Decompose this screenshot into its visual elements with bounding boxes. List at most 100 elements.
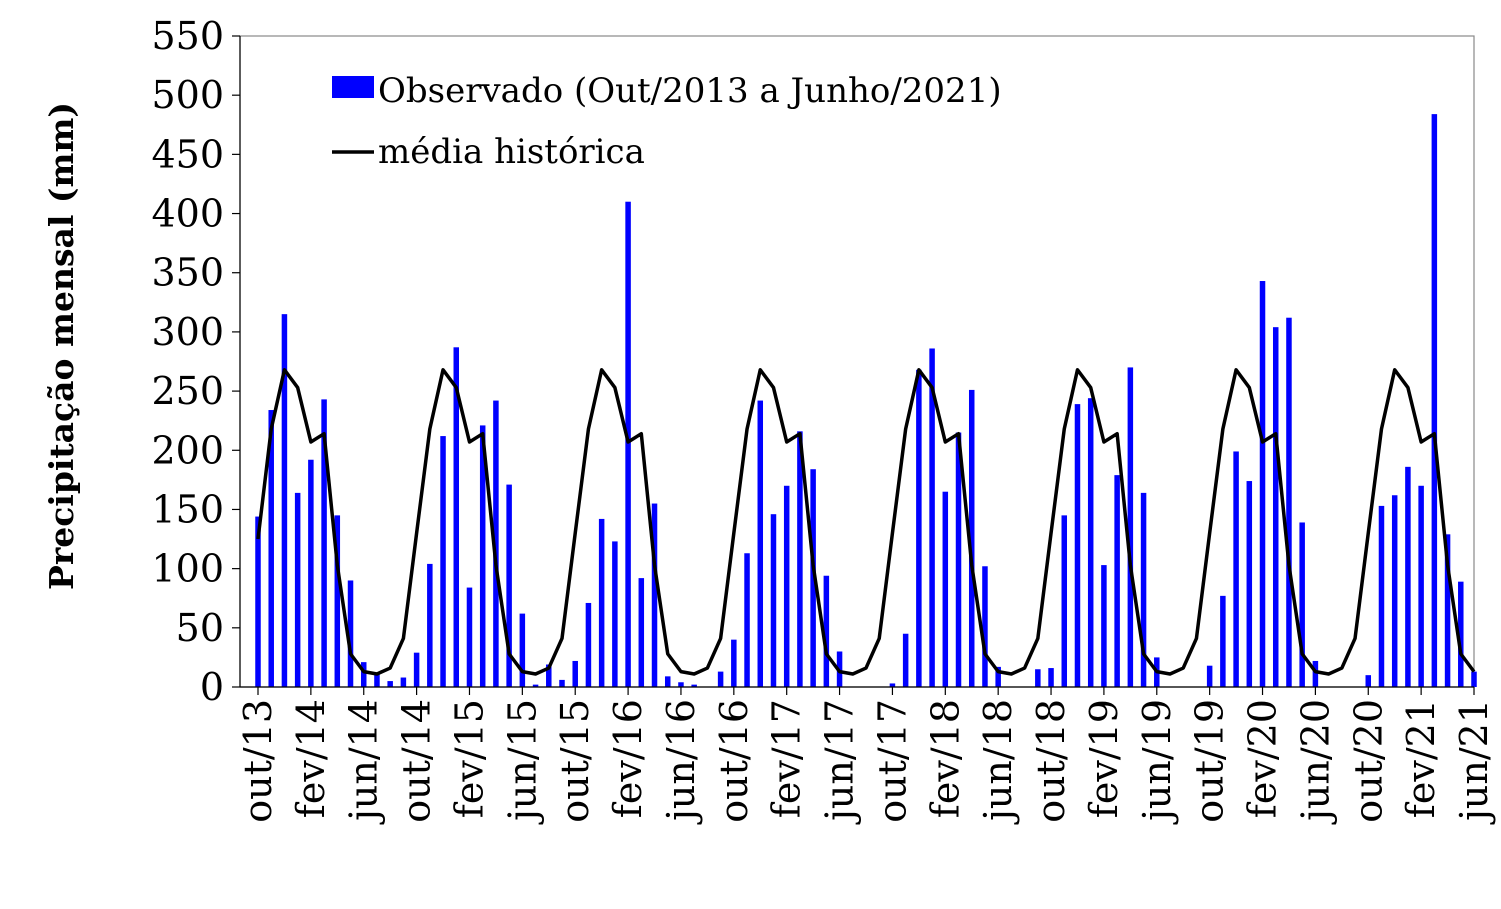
bar-fev-18 <box>942 491 949 687</box>
bar-mai-21 <box>1458 581 1464 687</box>
bar-dez-20 <box>1391 495 1398 687</box>
y-tick-label-200: 200 <box>151 428 224 472</box>
bar-fev-21 <box>1418 485 1424 687</box>
bar-nov-16 <box>744 553 750 687</box>
bar-fev-20 <box>1259 281 1266 687</box>
x-tick-label-out-20: out/20 <box>1346 699 1390 823</box>
x-tick-label-out-13: out/13 <box>236 699 280 823</box>
bar-jan-17 <box>770 514 777 687</box>
bar-jul-15 <box>532 684 539 687</box>
bar-dez-18 <box>1074 404 1081 687</box>
y-tick-label-400: 400 <box>151 192 224 236</box>
x-tick-label-fev-14: fev/14 <box>289 699 333 818</box>
bar-jan-15 <box>453 347 460 687</box>
bar-jan-20 <box>1246 481 1253 687</box>
bar-out-15 <box>572 660 578 687</box>
x-tick-label-jun-15: jun/15 <box>500 699 544 825</box>
bar-ago-15 <box>546 664 552 687</box>
x-tick-label-fev-15: fev/15 <box>447 699 491 818</box>
bar-dez-13 <box>281 314 288 687</box>
bar-set-16 <box>717 671 724 687</box>
bar-mai-15 <box>506 484 512 687</box>
bar-out-20 <box>1365 675 1372 687</box>
x-tick-label-fev-18: fev/18 <box>923 699 967 818</box>
bar-fev-17 <box>783 485 790 687</box>
y-tick-label-150: 150 <box>151 487 224 531</box>
bar-out-14 <box>413 652 420 687</box>
bar-nov-14 <box>427 563 433 687</box>
x-tick-label-out-16: out/16 <box>712 699 756 823</box>
x-tick-label-fev-19: fev/19 <box>1082 699 1126 818</box>
y-tick-label-0: 0 <box>200 665 224 709</box>
bar-out-18 <box>1048 668 1054 687</box>
bar-mar-19 <box>1114 475 1120 687</box>
x-tick-label-fev-20: fev/20 <box>1241 699 1285 818</box>
bar-jun-16 <box>678 682 684 687</box>
bar-jun-21 <box>1471 671 1477 687</box>
y-tick-label-450: 450 <box>151 132 224 176</box>
bar-jul-14 <box>374 672 380 687</box>
bar-mar-15 <box>479 425 486 687</box>
bar-mai-16 <box>664 676 671 687</box>
x-tick-label-jun-14: jun/14 <box>342 699 386 825</box>
y-tick-label-350: 350 <box>151 251 224 295</box>
bar-set-15 <box>559 679 565 687</box>
bar-jun-14 <box>360 662 367 687</box>
bar-fev-15 <box>466 587 473 687</box>
bar-fev-19 <box>1101 565 1107 687</box>
x-tick-label-fev-21: fev/21 <box>1399 699 1443 818</box>
x-tick-label-jun-19: jun/19 <box>1135 699 1179 825</box>
y-tick-label-100: 100 <box>151 547 224 591</box>
bar-nov-20 <box>1378 505 1385 687</box>
x-tick-label-jun-20: jun/20 <box>1293 699 1337 825</box>
bar-set-18 <box>1035 669 1041 687</box>
bar-jun-20 <box>1312 660 1319 687</box>
legend: Observado (Out/2013 a Junho/2021) média h… <box>332 71 1002 172</box>
bar-out-17 <box>889 683 896 687</box>
bar-jul-16 <box>691 684 697 687</box>
x-tick-label-out-15: out/15 <box>553 699 597 823</box>
bar-mar-14 <box>321 399 327 687</box>
bar-nov-19 <box>1220 595 1226 687</box>
bar-abr-18 <box>968 389 975 687</box>
line-layer <box>256 368 1476 676</box>
historical-mean-line <box>256 368 1476 676</box>
bar-mar-18 <box>955 432 962 687</box>
bar-dez-15 <box>598 518 605 687</box>
bar-nov-18 <box>1061 515 1068 687</box>
bar-fev-14 <box>308 459 314 687</box>
y-tick-label-50: 50 <box>176 606 224 650</box>
legend-line-label: média histórica <box>378 132 645 172</box>
x-tick-label-jun-18: jun/18 <box>976 699 1020 825</box>
bar-nov-17 <box>902 633 909 687</box>
bar-jan-21 <box>1405 466 1411 687</box>
x-tick-label-out-18: out/18 <box>1029 699 1073 823</box>
y-tick-label-500: 500 <box>151 73 224 117</box>
bar-out-13 <box>255 516 261 687</box>
bar-nov-13 <box>268 410 274 687</box>
bar-mar-16 <box>638 578 645 687</box>
x-tick-label-jun-17: jun/17 <box>818 699 862 825</box>
bar-jan-18 <box>929 348 935 687</box>
bar-abr-16 <box>651 503 658 687</box>
bar-mar-17 <box>797 431 803 687</box>
bar-out-16 <box>731 639 737 687</box>
bar-abr-14 <box>334 515 341 687</box>
bar-dez-14 <box>440 436 446 687</box>
bar-mai-19 <box>1140 492 1147 687</box>
legend-bar-label: Observado (Out/2013 a Junho/2021) <box>378 71 1002 111</box>
y-tick-label-250: 250 <box>151 369 224 413</box>
bar-abr-17 <box>810 469 816 687</box>
y-tick-label-300: 300 <box>151 310 224 354</box>
bar-jan-19 <box>1087 398 1094 687</box>
x-tick-label-out-19: out/19 <box>1188 699 1232 823</box>
x-tick-label-fev-16: fev/16 <box>606 699 650 818</box>
x-tick-label-out-14: out/14 <box>395 699 439 823</box>
bar-nov-15 <box>585 602 592 687</box>
bar-abr-21 <box>1444 534 1451 687</box>
bar-mai-17 <box>823 575 830 687</box>
legend-bar-swatch <box>332 76 374 98</box>
y-axis-label: Precipitação mensal (mm) <box>42 102 81 590</box>
